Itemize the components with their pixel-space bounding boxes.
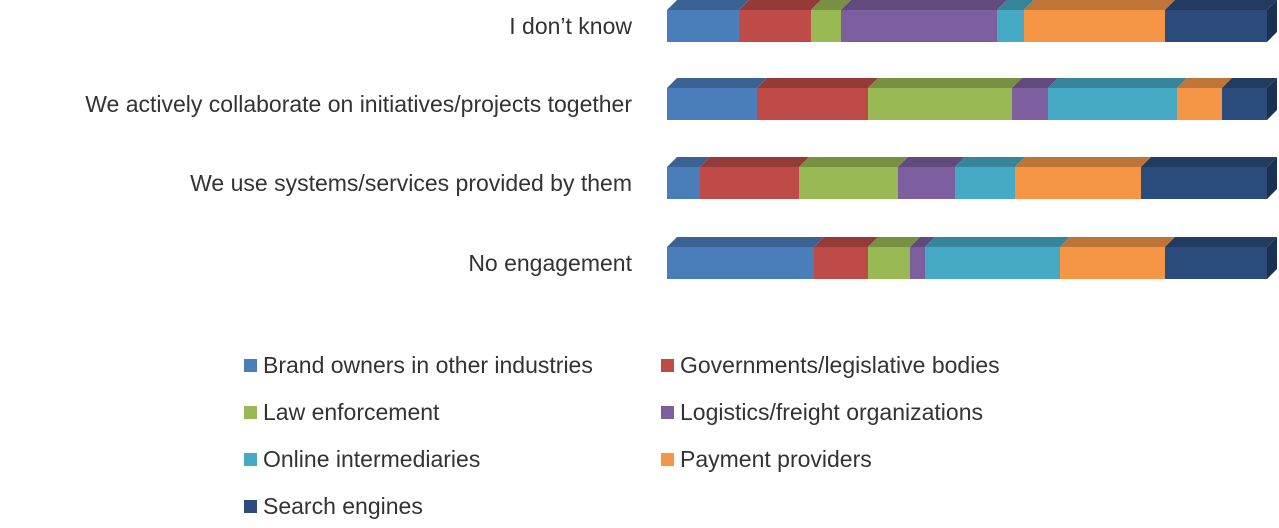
bar-segment <box>1015 157 1151 199</box>
bar-segment <box>667 157 710 199</box>
bar-segment <box>739 0 821 42</box>
bar-segment <box>1048 78 1187 120</box>
legend-swatch <box>244 500 257 513</box>
bar-segment <box>1177 78 1232 120</box>
legend-item: Brand owners in other industries <box>244 352 593 379</box>
category-label: No engagement <box>468 250 632 276</box>
bar-segment <box>1012 78 1058 120</box>
legend-swatch <box>661 453 674 466</box>
legend-label: Payment providers <box>680 446 872 472</box>
bar-segment <box>811 0 851 42</box>
bar-segment <box>841 0 1007 42</box>
bar-segment <box>1024 0 1175 42</box>
legend-swatch <box>244 453 257 466</box>
bar-segment <box>1060 237 1175 279</box>
legend-item: Payment providers <box>661 446 872 473</box>
legend-label: Law enforcement <box>263 399 440 425</box>
bar-segment <box>1222 78 1277 120</box>
legend-label: Governments/legislative bodies <box>680 352 1000 378</box>
bar-segment <box>898 157 965 199</box>
legend-item: Governments/legislative bodies <box>661 352 1000 379</box>
bar-segment <box>997 0 1034 42</box>
bar-segment <box>1141 157 1277 199</box>
bar-segment <box>799 157 908 199</box>
bar-segment <box>814 237 878 279</box>
category-label: I don’t know <box>509 13 632 39</box>
legend-swatch <box>661 359 674 372</box>
legend-swatch <box>244 359 257 372</box>
bar-segment <box>757 78 878 120</box>
legend-label: Brand owners in other industries <box>263 352 593 378</box>
bar-segment <box>1165 0 1277 42</box>
legend-item: Search engines <box>244 493 423 520</box>
legend-item: Law enforcement <box>244 399 439 426</box>
bar-segment <box>955 157 1025 199</box>
bar-segment <box>868 78 1022 120</box>
category-label: We use systems/services provided by them <box>190 170 632 196</box>
legend-swatch <box>661 406 674 419</box>
legend-item: Logistics/freight organizations <box>661 399 983 426</box>
bar-segment <box>667 237 824 279</box>
bar-segment <box>868 237 920 279</box>
bar-segment <box>925 237 1070 279</box>
legend-label: Search engines <box>263 493 423 519</box>
bar-segment <box>700 157 809 199</box>
legend-label: Online intermediaries <box>263 446 481 472</box>
stacked-bar-chart: I don’t know We actively collaborate on i… <box>85 0 1277 279</box>
bar-segment <box>667 0 749 42</box>
bar-segment <box>667 78 767 120</box>
bar-segment <box>910 237 935 279</box>
bar-segment <box>1165 237 1277 279</box>
category-label: We actively collaborate on initiatives/p… <box>85 91 632 117</box>
legend-item: Online intermediaries <box>244 446 480 473</box>
legend-swatch <box>244 406 257 419</box>
legend-label: Logistics/freight organizations <box>680 399 983 425</box>
